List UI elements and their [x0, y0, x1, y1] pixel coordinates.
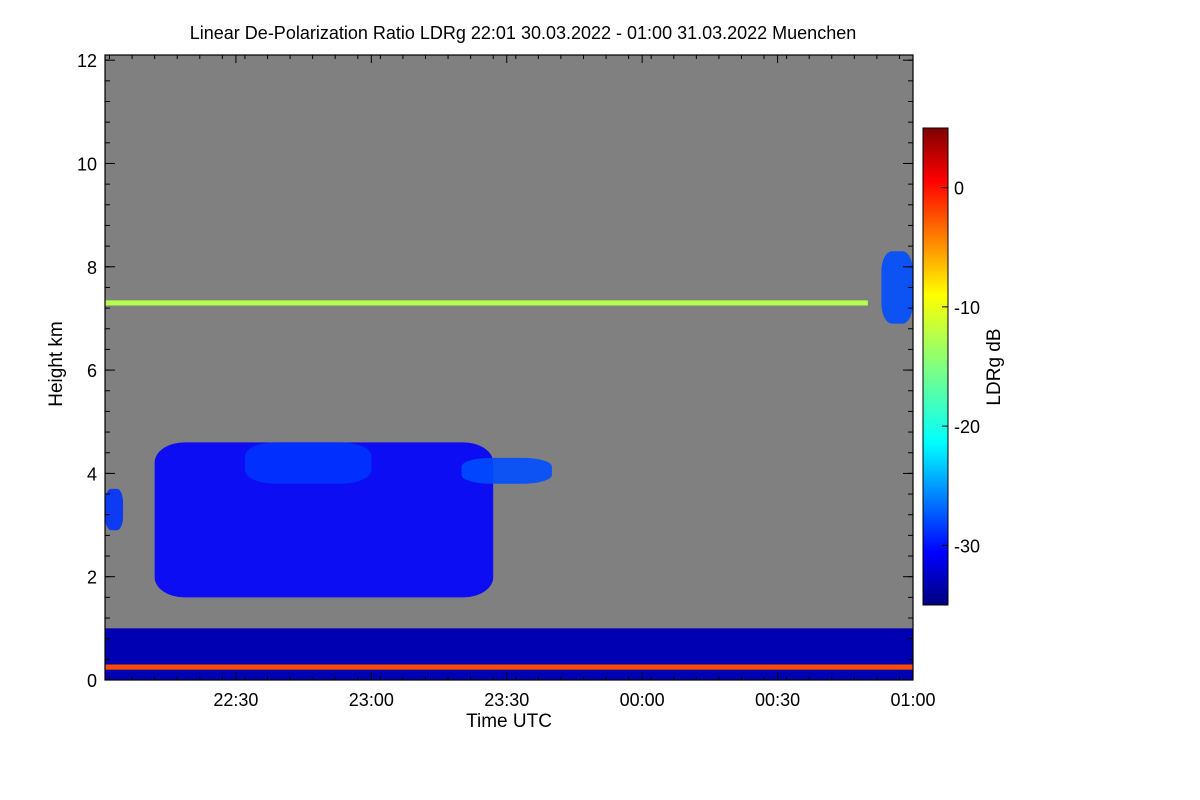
region-boundary-layer — [105, 628, 913, 680]
region-cirrus-top-right — [881, 251, 913, 324]
y-tick-label: 0 — [87, 671, 97, 691]
region-cloud-4km — [461, 457, 552, 484]
region-thin-layer-7km — [105, 300, 868, 306]
y-tick-label: 12 — [77, 51, 97, 71]
y-tick-label: 8 — [87, 258, 97, 278]
y-tick-label: 6 — [87, 361, 97, 381]
y-axis: 0 2 4 6 8 10 12 — [77, 51, 913, 691]
x-tick-label: 00:00 — [620, 690, 665, 710]
plot-frame — [104, 54, 914, 681]
x-tick-label: 00:30 — [755, 690, 800, 710]
y-tick-label: 4 — [87, 464, 97, 484]
chart-title: Linear De-Polarization Ratio LDRg 22:01 … — [190, 23, 856, 43]
colorbar: 0 -10 -20 -30 LDRg dB — [922, 127, 1005, 606]
colorbar-label: LDRg dB — [984, 328, 1005, 405]
data-regions — [105, 251, 913, 680]
colorbar-ticks: 0 -10 -20 -30 — [942, 179, 980, 556]
x-tick-label: 23:30 — [484, 690, 529, 710]
colorbar-tick-label: 0 — [954, 179, 964, 199]
colorbar-tick-label: -20 — [954, 417, 980, 437]
x-axis: 22:30 23:00 23:30 00:00 00:30 01:00 — [109, 55, 936, 710]
colorbar-tick-label: -30 — [954, 536, 980, 556]
x-tick-label: 23:00 — [349, 690, 394, 710]
x-axis-label: Time UTC — [466, 711, 552, 732]
region-surface-layer — [105, 664, 913, 670]
region-main-cloud — [154, 442, 494, 598]
colorbar-tick-label: -10 — [954, 298, 980, 318]
x-tick-label: 01:00 — [890, 690, 935, 710]
region-upper-cloud-band — [244, 442, 372, 484]
region-low-cloud-left — [105, 488, 124, 531]
y-tick-label: 10 — [77, 154, 97, 174]
y-axis-label: Height km — [46, 321, 67, 407]
colorbar-gradient — [922, 127, 949, 606]
plot-area — [104, 54, 914, 681]
x-tick-label: 22:30 — [213, 690, 258, 710]
y-tick-label: 2 — [87, 568, 97, 588]
